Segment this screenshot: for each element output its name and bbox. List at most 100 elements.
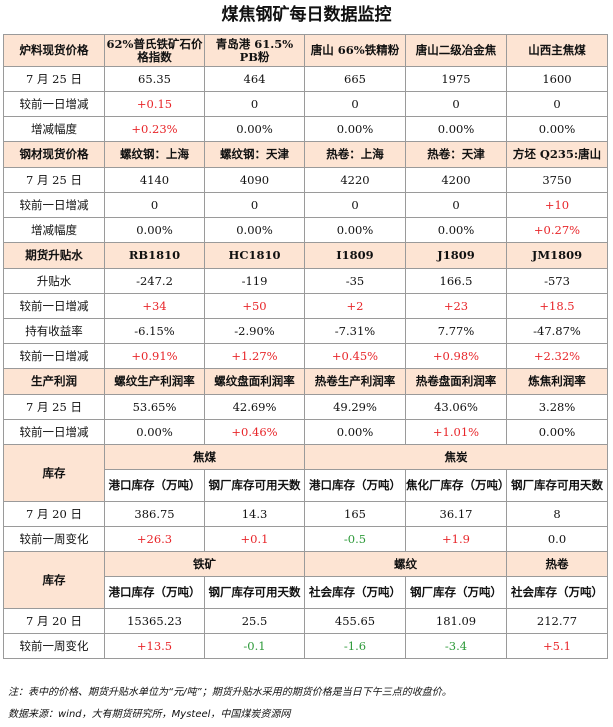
column-header: 钢厂库存（万吨） <box>405 576 507 609</box>
data-cell: 4090 <box>204 167 305 193</box>
data-cell: -2.90% <box>204 318 305 344</box>
data-cell: 166.5 <box>405 268 507 294</box>
data-cell: 0.0 <box>506 526 608 552</box>
table-row: 持有收益率 -6.15% -2.90% -7.31% 7.77% -47.87% <box>3 318 608 344</box>
data-cell: +2 <box>304 293 406 319</box>
table-row: 增减幅度 0.00% 0.00% 0.00% 0.00% +0.27% <box>3 217 608 243</box>
column-header: 港口库存（万吨） <box>104 576 205 609</box>
data-cell: 0.00% <box>304 419 406 445</box>
column-header: 方坯 Q235:唐山 <box>506 141 608 168</box>
row-label: 升贴水 <box>3 268 105 294</box>
data-cell: +0.1 <box>204 526 305 552</box>
data-cell: 65.35 <box>104 66 205 92</box>
column-header: 热卷：天津 <box>405 141 507 168</box>
data-cell: +0.27% <box>506 217 608 243</box>
row-label: 较前一周变化 <box>3 633 105 659</box>
data-cell: +0.98% <box>405 343 507 369</box>
column-header: 唐山 66%铁精粉 <box>304 34 406 67</box>
data-cell: +0.15 <box>104 91 205 117</box>
data-cell: +0.91% <box>104 343 205 369</box>
column-header: 港口库存（万吨） <box>104 469 205 502</box>
data-cell: 49.29% <box>304 394 406 420</box>
data-cell: +0.23% <box>104 116 205 142</box>
data-cell: 4220 <box>304 167 406 193</box>
row-label: 7 月 20 日 <box>3 501 105 527</box>
data-cell: 0.00% <box>204 116 305 142</box>
data-cell: 0.00% <box>104 217 205 243</box>
table-row: 7 月 25 日 53.65% 42.69% 49.29% 43.06% 3.28% <box>3 394 608 420</box>
data-cell: 25.5 <box>204 608 305 634</box>
column-header: 焦化厂库存（万吨） <box>405 469 507 502</box>
column-header: 社会库存（万吨） <box>506 576 608 609</box>
column-header: 社会库存（万吨） <box>304 576 406 609</box>
column-header: RB1810 <box>104 242 205 269</box>
data-cell: 1975 <box>405 66 507 92</box>
row-label: 较前一日增减 <box>3 343 105 369</box>
column-header: 炼焦利润率 <box>506 368 608 395</box>
section-title: 库存 <box>3 551 105 609</box>
data-cell: 7.77% <box>405 318 507 344</box>
data-cell: 665 <box>304 66 406 92</box>
data-cell: 1600 <box>506 66 608 92</box>
table-row: 较前一日增减 0 0 0 0 +10 <box>3 192 608 218</box>
data-cell: 0 <box>104 192 205 218</box>
row-label: 增减幅度 <box>3 116 105 142</box>
data-cell: 14.3 <box>204 501 305 527</box>
column-header: 唐山二级冶金焦 <box>405 34 507 67</box>
data-cell: 0.00% <box>506 419 608 445</box>
column-header: JM1809 <box>506 242 608 269</box>
category-header: 焦煤 <box>104 444 305 470</box>
data-cell: 43.06% <box>405 394 507 420</box>
column-header: 热卷盘面利润率 <box>405 368 507 395</box>
column-header: 钢厂库存可用天数 <box>204 469 305 502</box>
data-cell: +23 <box>405 293 507 319</box>
section-header-row: 期货升贴水 RB1810 HC1810 I1809 J1809 JM1809 <box>3 242 608 269</box>
table-row: 较前一日增减 +0.15 0 0 0 0 <box>3 91 608 117</box>
section-title: 库存 <box>3 444 105 502</box>
table-row: 较前一日增减 +34 +50 +2 +23 +18.5 <box>3 293 608 319</box>
data-cell: +50 <box>204 293 305 319</box>
table-row: 较前一日增减 +0.91% +1.27% +0.45% +0.98% +2.32% <box>3 343 608 369</box>
stock-subheader-row: 港口库存（万吨） 钢厂库存可用天数 港口库存（万吨） 焦化厂库存（万吨） 钢厂库存可用天… <box>4 469 608 502</box>
data-cell: 464 <box>204 66 305 92</box>
table-row: 升贴水 -247.2 -119 -35 166.5 -573 <box>3 268 608 294</box>
data-cell: 0 <box>506 91 608 117</box>
footnote: 注：表中的价格、期货升贴水单位为“元/吨”；期货升贴水采用的期货价格是当日下午三… <box>8 687 452 698</box>
column-header: 青岛港 61.5% PB粉 <box>204 34 305 67</box>
column-header: 螺纹生产利润率 <box>104 368 205 395</box>
row-label: 持有收益率 <box>3 318 105 344</box>
column-header: I1809 <box>304 242 406 269</box>
data-cell: -3.4 <box>405 633 507 659</box>
data-cell: 0 <box>304 91 406 117</box>
table-row: 较前一周变化 +26.3 +0.1 -0.5 +1.9 0.0 <box>3 526 608 552</box>
data-cell: 0 <box>304 192 406 218</box>
row-label: 7 月 25 日 <box>3 167 105 193</box>
data-cell: +10 <box>506 192 608 218</box>
table-row: 较前一日增减 0.00% +0.46% 0.00% +1.01% 0.00% <box>3 419 608 445</box>
data-cell: 3.28% <box>506 394 608 420</box>
data-cell: +26.3 <box>104 526 205 552</box>
table-row: 7 月 20 日 386.75 14.3 165 36.17 8 <box>3 501 608 527</box>
category-header: 铁矿 <box>104 551 305 577</box>
section-title: 生产利润 <box>3 368 105 395</box>
data-cell: 181.09 <box>405 608 507 634</box>
data-cell: 8 <box>506 501 608 527</box>
section-title: 钢材现货价格 <box>3 141 105 168</box>
data-cell: -119 <box>204 268 305 294</box>
category-header: 热卷 <box>506 551 608 577</box>
data-cell: 0.00% <box>405 217 507 243</box>
column-header: 山西主焦煤 <box>506 34 608 67</box>
row-label: 7 月 20 日 <box>3 608 105 634</box>
data-cell: 455.65 <box>304 608 406 634</box>
column-header: 钢厂库存可用天数 <box>506 469 608 502</box>
section-title: 期货升贴水 <box>3 242 105 269</box>
column-header: 热卷：上海 <box>304 141 406 168</box>
data-cell: 0.00% <box>304 217 406 243</box>
column-header: 螺纹盘面利润率 <box>204 368 305 395</box>
row-label: 较前一周变化 <box>3 526 105 552</box>
data-cell: 0 <box>405 91 507 117</box>
table-row: 7 月 25 日 65.35 464 665 1975 1600 <box>3 66 608 92</box>
data-cell: +0.46% <box>204 419 305 445</box>
column-header: J1809 <box>405 242 507 269</box>
data-cell: 3750 <box>506 167 608 193</box>
